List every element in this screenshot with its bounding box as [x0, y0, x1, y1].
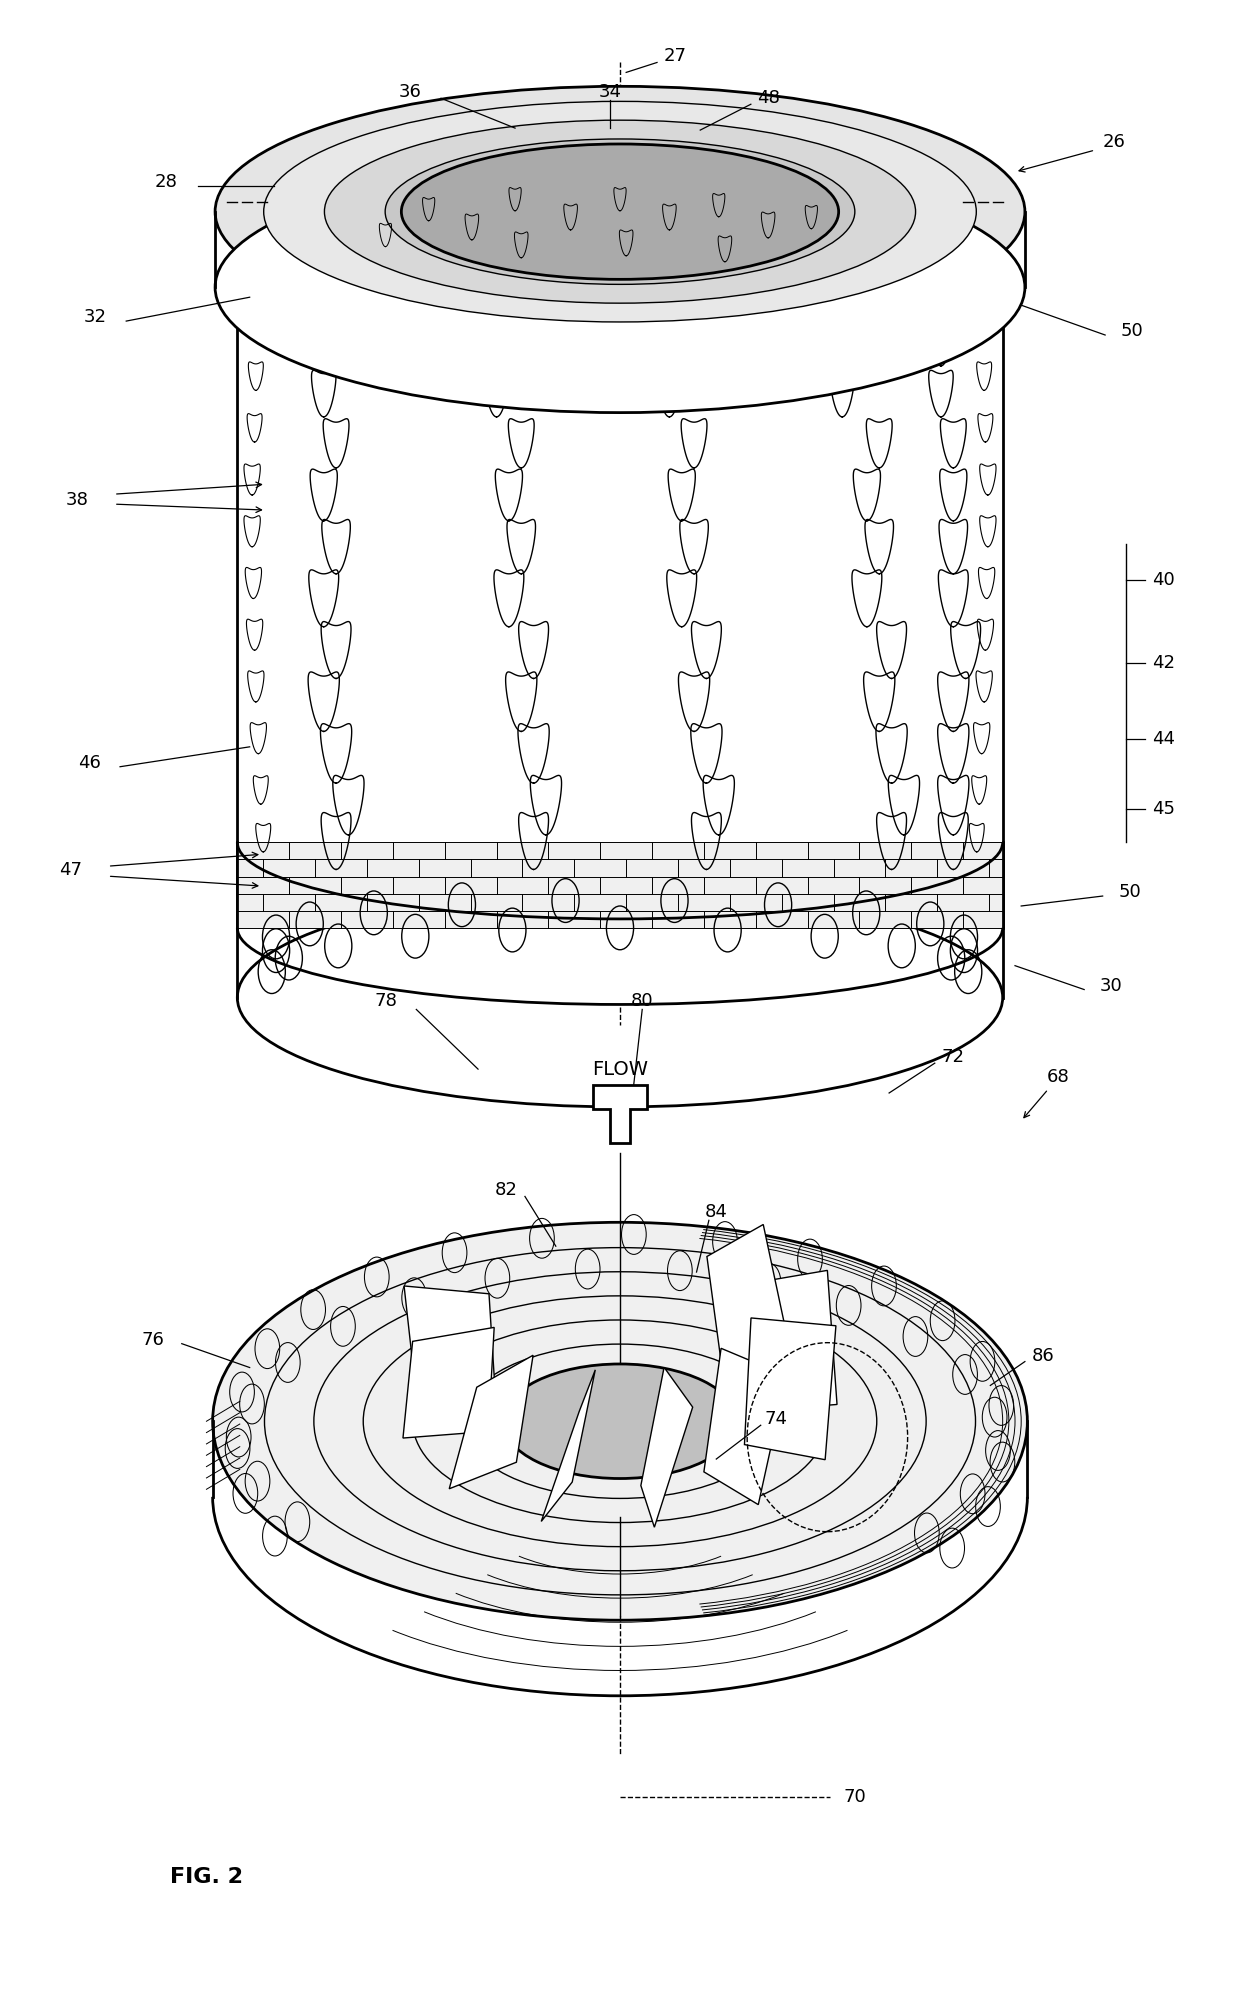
Text: 80: 80 — [631, 992, 653, 1011]
Text: 44: 44 — [1152, 730, 1174, 748]
Text: 68: 68 — [1047, 1067, 1070, 1085]
Ellipse shape — [502, 1365, 738, 1478]
Ellipse shape — [386, 140, 854, 285]
Polygon shape — [237, 842, 1003, 928]
Polygon shape — [449, 1355, 533, 1488]
Ellipse shape — [264, 102, 976, 321]
Polygon shape — [744, 1319, 836, 1460]
Text: 82: 82 — [495, 1181, 518, 1199]
Text: 34: 34 — [599, 84, 621, 102]
Text: 47: 47 — [60, 862, 82, 880]
Text: 30: 30 — [1100, 978, 1122, 996]
Polygon shape — [212, 1420, 1028, 1496]
Text: 32: 32 — [84, 307, 107, 325]
Ellipse shape — [212, 1223, 1028, 1620]
Ellipse shape — [215, 162, 1025, 413]
Text: 86: 86 — [1032, 1347, 1055, 1365]
Text: 78: 78 — [374, 992, 397, 1011]
Ellipse shape — [402, 144, 838, 279]
Text: 84: 84 — [704, 1203, 728, 1221]
Text: FLOW: FLOW — [591, 1059, 649, 1079]
Text: FIG. 2: FIG. 2 — [170, 1867, 243, 1887]
Text: 70: 70 — [843, 1788, 866, 1805]
Text: 72: 72 — [942, 1047, 965, 1065]
Polygon shape — [593, 1085, 647, 1143]
Polygon shape — [641, 1367, 693, 1528]
Text: 27: 27 — [665, 48, 687, 66]
Text: 76: 76 — [141, 1331, 165, 1349]
Text: 45: 45 — [1152, 800, 1174, 818]
Polygon shape — [707, 1225, 791, 1381]
Text: 26: 26 — [1102, 134, 1125, 152]
Ellipse shape — [215, 86, 1025, 337]
Polygon shape — [541, 1371, 595, 1522]
Text: 28: 28 — [154, 174, 177, 192]
Ellipse shape — [237, 888, 1003, 1107]
Text: 48: 48 — [756, 90, 780, 108]
Text: 40: 40 — [1152, 571, 1174, 589]
Text: 42: 42 — [1152, 654, 1174, 672]
Text: 74: 74 — [764, 1410, 787, 1428]
Text: 38: 38 — [66, 491, 88, 509]
Polygon shape — [404, 1287, 496, 1398]
Text: 36: 36 — [399, 84, 422, 102]
Polygon shape — [704, 1349, 786, 1504]
Text: 50: 50 — [1121, 321, 1143, 339]
Text: 50: 50 — [1118, 884, 1141, 902]
Polygon shape — [745, 1271, 837, 1410]
Polygon shape — [403, 1327, 495, 1438]
Text: 46: 46 — [78, 754, 100, 772]
Ellipse shape — [325, 120, 915, 303]
Polygon shape — [237, 211, 1003, 998]
